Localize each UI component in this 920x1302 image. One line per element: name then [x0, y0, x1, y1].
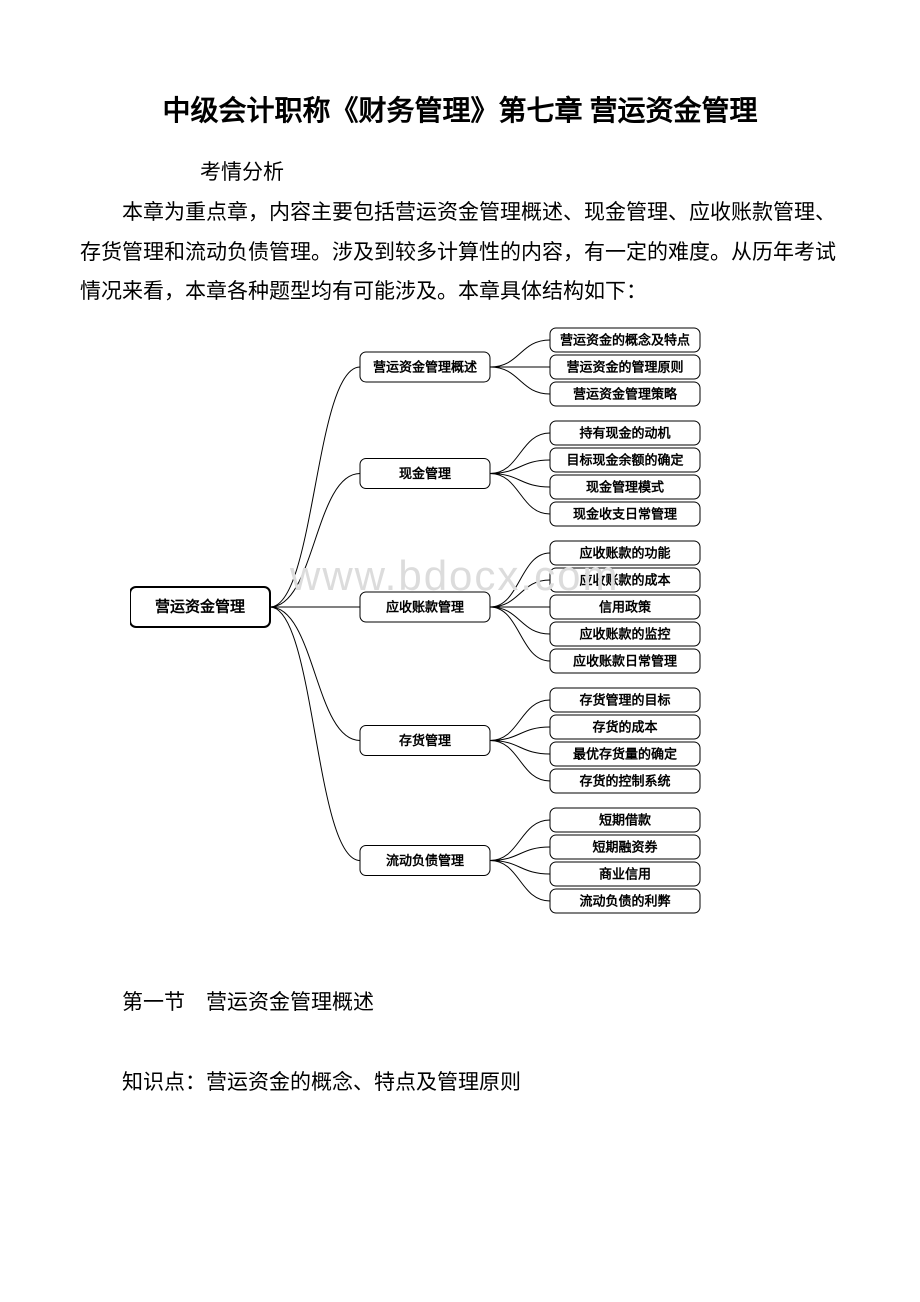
svg-text:营运资金管理概述: 营运资金管理概述 [373, 360, 477, 375]
body-paragraph-1: 本章为重点章，内容主要包括营运资金管理概述、现金管理、应收账款管理、存货管理和流… [80, 193, 840, 313]
svg-text:持有现金的动机: 持有现金的动机 [579, 426, 670, 441]
svg-text:营运资金的管理原则: 营运资金的管理原则 [566, 360, 683, 375]
svg-text:应收账款管理: 应收账款管理 [386, 600, 464, 615]
svg-text:现金管理模式: 现金管理模式 [586, 480, 664, 495]
svg-text:营运资金管理: 营运资金管理 [155, 598, 245, 616]
svg-text:商业信用: 商业信用 [599, 867, 651, 882]
svg-text:应收账款的监控: 应收账款的监控 [579, 627, 670, 642]
tree-diagram-svg: 营运资金的概念及特点营运资金的管理原则营运资金管理策略 营运资金管理概述持有现金的… [130, 322, 770, 938]
svg-text:应收账款的功能: 应收账款的功能 [579, 546, 670, 561]
svg-text:信用政策: 信用政策 [599, 600, 652, 615]
svg-text:营运资金管理策略: 营运资金管理策略 [573, 387, 678, 402]
section-1-heading: 第一节 营运资金管理概述 [122, 983, 840, 1023]
analysis-label: 考情分析 [200, 153, 840, 193]
knowledge-point: 知识点：营运资金的概念、特点及管理原则 [122, 1063, 840, 1103]
svg-text:短期借款: 短期借款 [599, 813, 652, 828]
svg-text:流动负债的利弊: 流动负债的利弊 [579, 894, 671, 909]
svg-text:存货管理: 存货管理 [399, 733, 451, 748]
structure-diagram: www.bdocx.com 营运资金的概念及特点营运资金的管理原则营运资金管理策… [130, 322, 840, 943]
svg-text:现金收支日常管理: 现金收支日常管理 [573, 507, 677, 522]
svg-text:短期融资券: 短期融资券 [592, 840, 658, 855]
svg-text:现金管理: 现金管理 [399, 466, 451, 481]
svg-text:流动负债管理: 流动负债管理 [386, 853, 464, 868]
svg-text:存货的控制系统: 存货的控制系统 [579, 774, 670, 789]
svg-text:应收账款日常管理: 应收账款日常管理 [573, 654, 677, 669]
svg-text:最优存货量的确定: 最优存货量的确定 [573, 747, 677, 762]
svg-text:应收账款的成本: 应收账款的成本 [579, 573, 670, 588]
svg-text:存货管理的目标: 存货管理的目标 [579, 693, 670, 708]
svg-text:营运资金的概念及特点: 营运资金的概念及特点 [560, 333, 690, 348]
svg-text:目标现金余额的确定: 目标现金余额的确定 [566, 453, 683, 468]
svg-text:存货的成本: 存货的成本 [592, 720, 657, 735]
page-title: 中级会计职称《财务管理》第七章 营运资金管理 [80, 90, 840, 135]
